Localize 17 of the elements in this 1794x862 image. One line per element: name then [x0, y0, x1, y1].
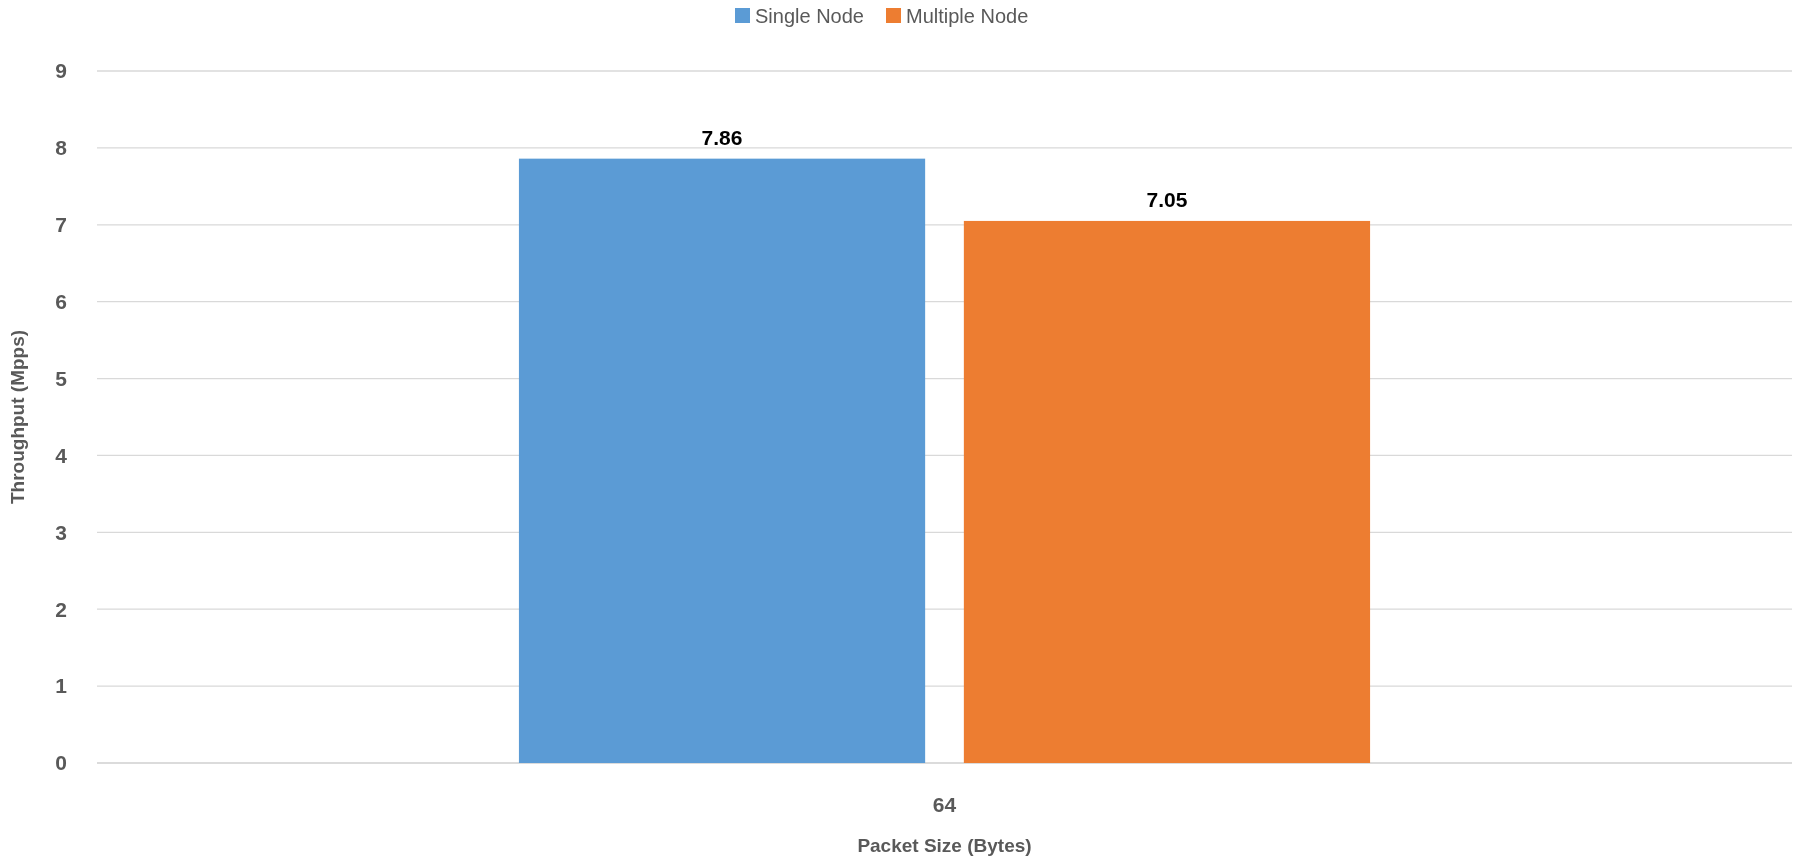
y-tick-label: 1: [55, 674, 68, 698]
y-tick-label: 0: [55, 751, 67, 775]
data-label: 7.05: [1146, 187, 1188, 211]
x-axis-title: Packet Size (Bytes): [857, 835, 1032, 856]
y-tick-label: 4: [55, 443, 68, 467]
y-tick-label: 8: [55, 136, 68, 160]
data-label: 7.86: [701, 125, 743, 149]
y-tick-label: 9: [55, 59, 67, 83]
y-tick-label: 6: [55, 290, 67, 314]
x-tick-label: 64: [932, 793, 957, 816]
y-tick-label: 5: [55, 366, 68, 390]
y-axis-title: Throughput (Mpps): [7, 329, 28, 505]
y-tick-label: 2: [55, 597, 67, 621]
y-tick-label: 3: [55, 520, 67, 544]
y-tick-label: 7: [55, 213, 67, 237]
legend-label: Multiple Node: [906, 5, 1029, 27]
legend-label: Single Node: [755, 5, 864, 27]
